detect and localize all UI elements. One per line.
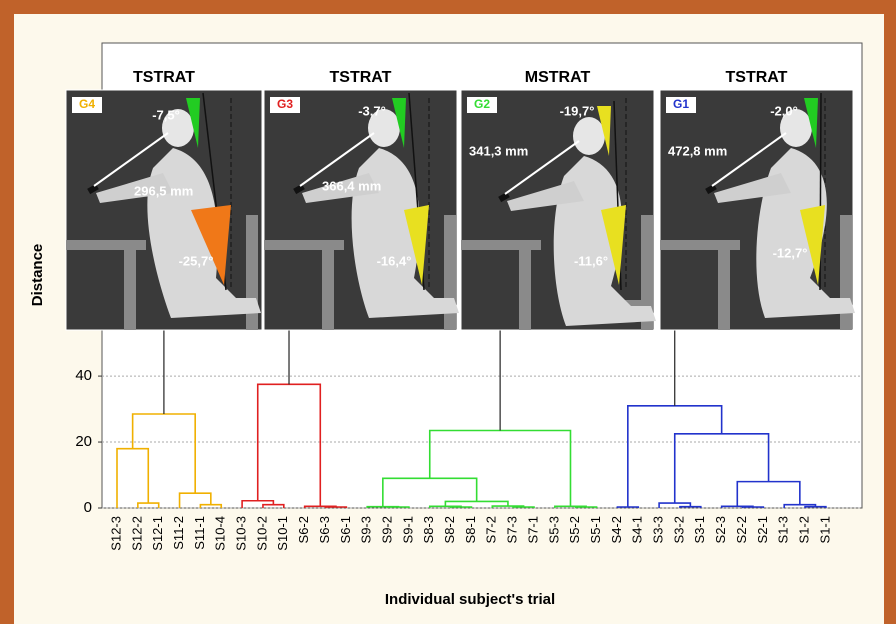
- leaf-label: S8-2: [442, 516, 457, 543]
- group-label: G3: [277, 97, 293, 111]
- neck-angle: -19,7°: [560, 103, 595, 118]
- leaf-label: S12-3: [108, 516, 123, 551]
- y-tick-label: 20: [75, 433, 92, 450]
- y-tick-label: 40: [75, 367, 92, 384]
- posture-panel: G1 -2,0° 472,8 mm -12,7°: [660, 90, 855, 330]
- head: [573, 117, 605, 155]
- leaf-label: S5-1: [588, 516, 603, 543]
- posture-panel: G3 -3,7° 366,4 mm -16,4°: [264, 90, 459, 330]
- group-label: G1: [673, 97, 689, 111]
- leaf-label: S6-1: [338, 516, 353, 543]
- leaf-label: S4-1: [630, 516, 645, 543]
- leaf-label: S11-2: [171, 516, 186, 550]
- strategy-title: TSTRAT: [330, 69, 392, 86]
- trunk-angle: -16,4°: [377, 253, 412, 268]
- leaf-label: S8-3: [421, 516, 436, 543]
- group-label: G4: [79, 97, 95, 111]
- distance: 366,4 mm: [322, 178, 381, 193]
- desk-leg: [519, 250, 531, 330]
- leaf-label: S1-3: [776, 516, 791, 543]
- leaf-label: S4-2: [609, 516, 624, 543]
- leaf-label: S12-2: [129, 516, 144, 551]
- leaf-label: S2-2: [734, 516, 749, 543]
- y-axis-label: Distance: [29, 244, 46, 307]
- leaf-label: S2-3: [713, 516, 728, 543]
- leaf-label: S3-2: [671, 516, 686, 543]
- strategy-title: MSTRAT: [525, 69, 591, 86]
- leaf-label: S10-2: [254, 516, 269, 551]
- leaf-label: S2-1: [755, 516, 770, 543]
- leaf-label: S6-3: [317, 516, 332, 543]
- desk: [660, 240, 740, 250]
- leaf-label: S5-2: [567, 516, 582, 543]
- desk-leg: [124, 250, 136, 330]
- neck-angle: -3,7°: [358, 103, 386, 118]
- leaf-label: S10-1: [275, 516, 290, 551]
- desk: [66, 240, 146, 250]
- leaf-label: S3-1: [692, 516, 707, 543]
- leaf-label: S9-1: [400, 516, 415, 543]
- leaf-label: S9-3: [359, 516, 374, 543]
- trunk-angle: -25,7°: [179, 253, 214, 268]
- leaf-label: S10-4: [213, 516, 228, 551]
- leaf-label: S12-1: [150, 516, 165, 551]
- leaf-label: S7-1: [525, 516, 540, 543]
- desk-leg: [322, 250, 334, 330]
- desk: [264, 240, 344, 250]
- leaf-label: S11-1: [192, 516, 207, 550]
- leaf-label: S8-1: [463, 516, 478, 543]
- strategy-title: TSTRAT: [726, 69, 788, 86]
- leaf-label: S3-3: [651, 516, 666, 543]
- desk: [461, 240, 541, 250]
- leaf-label: S10-3: [234, 516, 249, 551]
- posture-panel: G4 -7,5° 296,5 mm -25,7°: [66, 90, 262, 330]
- distance: 472,8 mm: [668, 143, 727, 158]
- neck-angle: -2,0°: [770, 103, 798, 118]
- leaf-label: S6-2: [296, 516, 311, 543]
- y-tick-label: 0: [84, 499, 92, 516]
- group-label: G2: [474, 97, 490, 111]
- distance: 341,3 mm: [469, 143, 528, 158]
- posture-panels: TSTRAT G4 -7,5° 296,5 mm -25,7° TSTRAT G3 -3,7°…: [66, 69, 855, 330]
- leaf-label: S9-2: [379, 516, 394, 543]
- leaf-label: S1-1: [817, 516, 832, 543]
- leaf-label: S5-3: [546, 516, 561, 543]
- posture-panel: G2 -19,7° 341,3 mm -11,6°: [461, 90, 656, 330]
- leaf-label: S1-2: [796, 516, 811, 543]
- leaf-label: S7-2: [484, 516, 499, 543]
- strategy-title: TSTRAT: [133, 69, 195, 86]
- trunk-line: [820, 93, 821, 290]
- figure: Distance Individual subject's trial 0 20 4…: [0, 0, 896, 624]
- leaf-label: S7-3: [505, 516, 520, 543]
- distance: 296,5 mm: [134, 183, 193, 198]
- trunk-angle: -12,7°: [773, 245, 808, 260]
- desk-leg: [718, 250, 730, 330]
- x-axis-label: Individual subject's trial: [385, 591, 555, 608]
- page: {"chart_data": {"type": "dendrogram", "y…: [0, 0, 896, 624]
- neck-angle: -7,5°: [152, 107, 180, 122]
- trunk-angle: -11,6°: [574, 253, 608, 268]
